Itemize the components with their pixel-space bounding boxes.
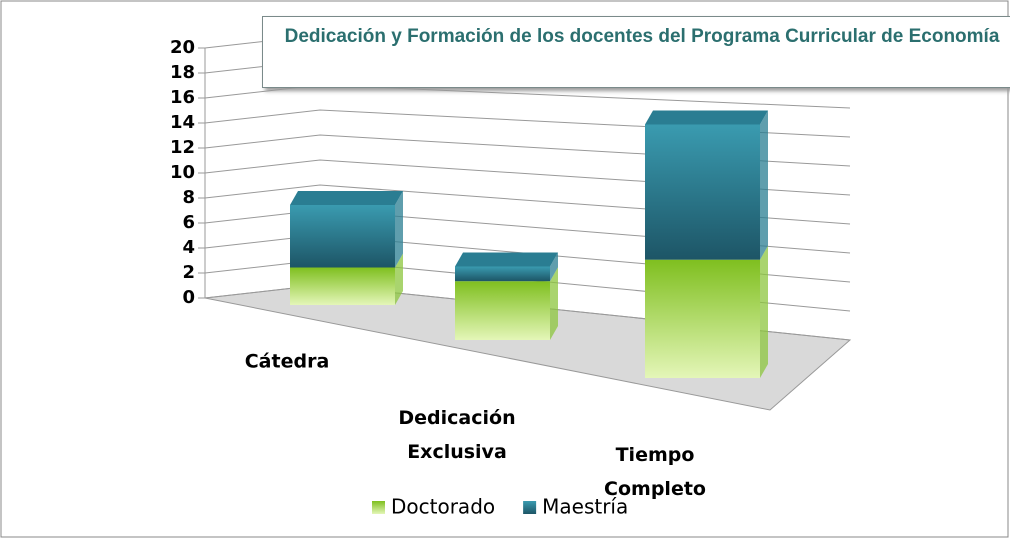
bar-segment bbox=[455, 266, 550, 282]
bar-side bbox=[550, 267, 558, 340]
grid-line bbox=[204, 84, 851, 109]
x-tick-label: Cátedra bbox=[245, 351, 330, 373]
legend-swatch bbox=[372, 501, 385, 514]
y-tick-label: 4 bbox=[182, 237, 195, 258]
x-tick-label: Tiempo Completo bbox=[604, 444, 706, 500]
y-tick-label: 12 bbox=[170, 137, 195, 158]
y-tick-label: 2 bbox=[182, 262, 195, 283]
y-tick-label: 18 bbox=[170, 62, 195, 83]
bar-top bbox=[455, 252, 558, 267]
legend-swatch bbox=[523, 501, 537, 514]
bar-segment bbox=[290, 267, 395, 305]
bar-top bbox=[645, 110, 768, 125]
bar-segment bbox=[645, 124, 760, 260]
y-tick-label: 0 bbox=[182, 287, 195, 308]
bar-side bbox=[550, 252, 558, 282]
bar-top bbox=[290, 191, 403, 205]
y-tick-label: 14 bbox=[170, 112, 195, 133]
bar-segment bbox=[645, 259, 760, 378]
bar-segment bbox=[455, 281, 550, 340]
chart-title: Dedicación y Formación de los docentes d… bbox=[262, 16, 1010, 88]
bar-segment bbox=[290, 205, 395, 268]
y-tick-label: 8 bbox=[182, 187, 195, 208]
y-tick-label: 16 bbox=[170, 87, 195, 108]
legend-label: Maestría bbox=[542, 495, 628, 519]
bar-side bbox=[760, 110, 768, 260]
bar-side bbox=[395, 253, 403, 305]
bar-side bbox=[760, 245, 768, 378]
x-tick-label: Dedicación Exclusiva bbox=[398, 407, 515, 463]
y-tick-label: 6 bbox=[182, 212, 195, 233]
bar-side bbox=[395, 191, 403, 268]
y-tick-label: 10 bbox=[170, 162, 195, 183]
legend-label: Doctorado bbox=[391, 495, 495, 519]
y-tick-label: 20 bbox=[170, 37, 195, 58]
